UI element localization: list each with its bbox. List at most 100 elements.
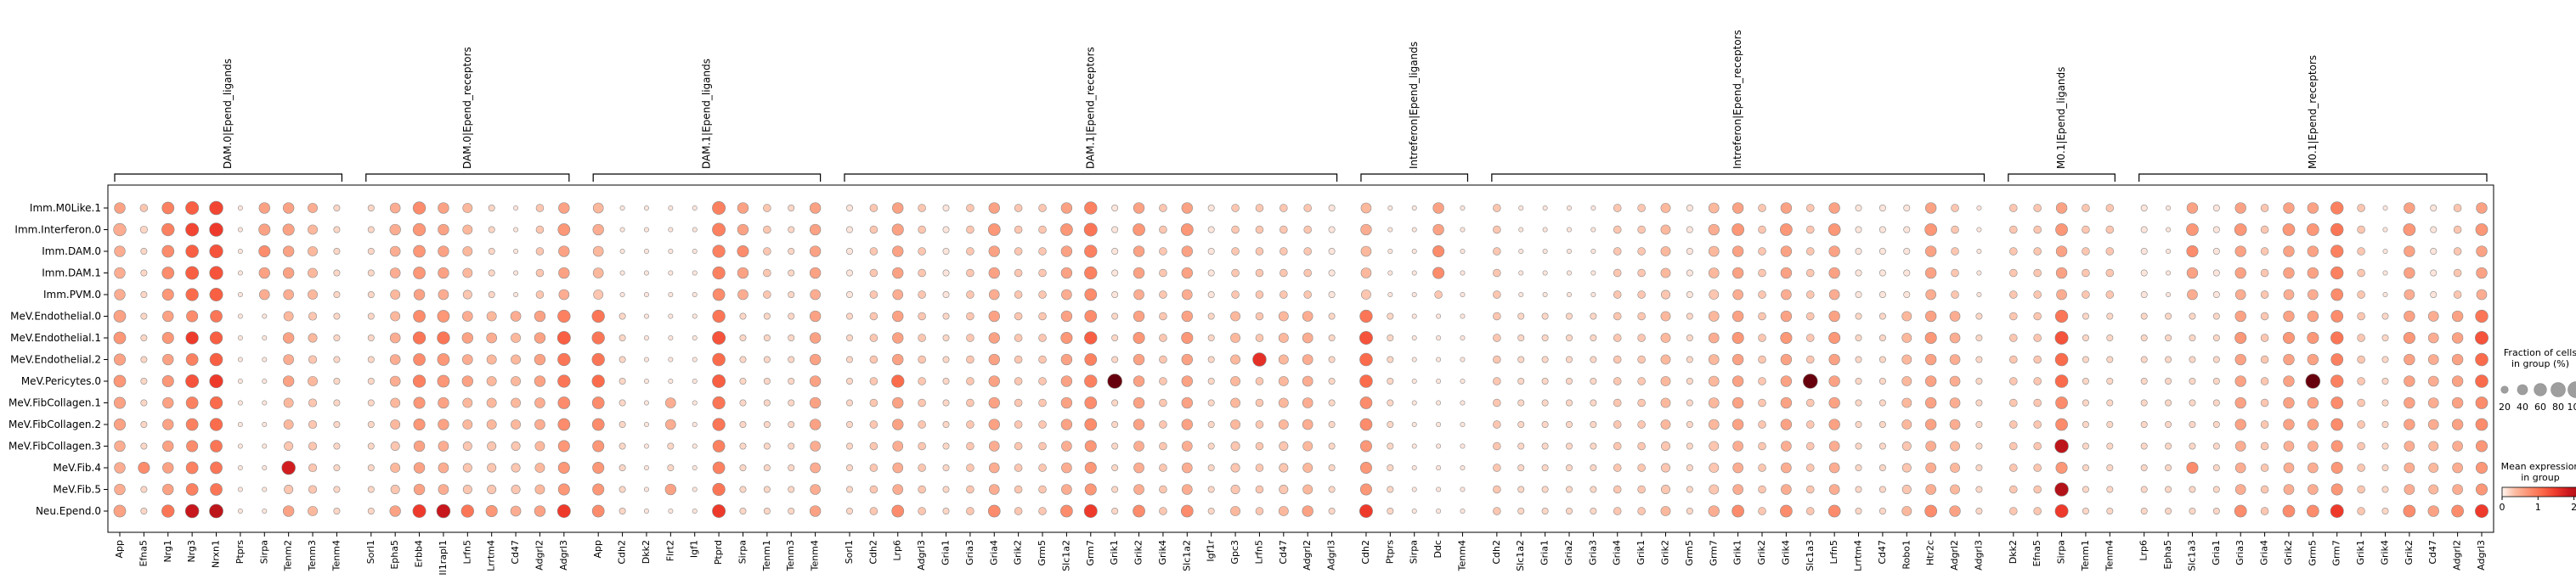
expression-dot — [1255, 290, 1264, 299]
expression-dot — [333, 334, 341, 341]
expression-dot — [1950, 441, 1960, 452]
expression-dot — [534, 441, 545, 452]
expression-dot — [2382, 227, 2388, 233]
gene-label: Grik1 — [1109, 540, 1120, 565]
expression-dot — [2166, 205, 2172, 211]
expression-dot — [1060, 223, 1073, 236]
expression-dot — [2260, 507, 2269, 515]
expression-dot — [619, 486, 626, 493]
expression-dot — [1613, 204, 1622, 212]
expression-dot — [918, 441, 926, 451]
expression-dot — [2234, 441, 2246, 452]
expression-dot — [1460, 486, 1466, 492]
expression-dot — [262, 313, 268, 319]
expression-dot — [2234, 310, 2246, 323]
expression-dot — [258, 245, 271, 258]
expression-dot — [438, 396, 449, 409]
row-label: MeV.Pericytes.0 — [21, 375, 101, 387]
expression-dot — [437, 374, 450, 388]
expression-dot — [1159, 485, 1167, 494]
expression-dot — [668, 379, 674, 384]
expression-dot — [1565, 508, 1573, 514]
expression-dot — [1660, 267, 1671, 278]
expression-dot — [1828, 462, 1840, 474]
expression-dot — [1613, 420, 1622, 429]
expression-dot — [412, 201, 427, 215]
expression-dot — [2282, 223, 2296, 236]
expression-dot — [966, 441, 974, 451]
expression-dot — [1637, 377, 1646, 385]
gene-label: App — [114, 540, 125, 559]
expression-dot — [846, 508, 853, 514]
expression-dot — [1181, 375, 1193, 387]
expression-dot — [869, 507, 878, 515]
expression-dot — [692, 486, 698, 492]
expression-dot — [534, 310, 546, 323]
expression-dot — [918, 485, 926, 494]
expression-dot — [1828, 353, 1840, 366]
expression-dot — [1517, 442, 1525, 450]
gene-label: Grik2 — [2404, 540, 2415, 565]
expression-dot — [2105, 268, 2115, 278]
expression-dot — [534, 375, 546, 387]
expression-dot — [1518, 249, 1524, 254]
expression-dot — [2260, 420, 2269, 429]
expression-dot — [763, 334, 771, 341]
expression-dot — [1060, 310, 1073, 323]
expression-dot — [1181, 484, 1193, 495]
expression-dot — [1565, 356, 1573, 363]
color-legend-tick-label: 0 — [2500, 502, 2505, 513]
expression-dot — [668, 227, 674, 233]
expression-dot — [1731, 267, 1744, 279]
expression-dot — [1731, 310, 1744, 323]
expression-dot — [2165, 334, 2172, 341]
expression-dot — [1387, 508, 1394, 514]
expression-dot — [558, 289, 570, 301]
expression-dot — [2403, 331, 2415, 345]
expression-dot — [1328, 312, 1336, 320]
expression-dot — [1159, 377, 1167, 385]
expression-dot — [2105, 247, 2115, 256]
expression-dot — [438, 267, 449, 279]
expression-dot — [809, 505, 822, 517]
expression-dot — [643, 379, 649, 384]
expression-dot — [511, 484, 521, 494]
expression-dot — [462, 224, 473, 235]
expression-dot — [2428, 484, 2439, 495]
expression-dot — [2106, 508, 2114, 514]
expression-dot — [2451, 419, 2464, 430]
expression-dot — [2054, 482, 2069, 497]
gene-label: Lrrtm4 — [486, 540, 497, 571]
expression-dot — [389, 505, 401, 517]
expression-dot — [591, 331, 605, 345]
expression-dot — [942, 356, 950, 363]
gene-label: Robo1 — [1901, 540, 1912, 570]
expression-dot — [1565, 399, 1573, 407]
expression-dot — [1541, 442, 1549, 450]
color-legend-title: Mean expression — [2501, 461, 2576, 472]
gene-label: Lrp6 — [2138, 540, 2149, 561]
expression-dot — [389, 223, 401, 236]
gene-label: Gria1 — [1539, 540, 1551, 565]
expression-dot — [1975, 356, 1983, 363]
expression-dot — [869, 464, 878, 472]
expression-dot — [592, 461, 605, 475]
expression-dot — [1806, 464, 1815, 472]
expression-dot — [593, 290, 604, 300]
expression-dot — [1758, 355, 1766, 364]
expression-dot — [139, 225, 148, 234]
expression-dot — [140, 312, 148, 320]
expression-dot — [1855, 205, 1862, 211]
expression-dot — [1133, 504, 1145, 518]
expression-dot — [1518, 227, 1524, 233]
expression-dot — [535, 268, 545, 278]
expression-dot — [1590, 270, 1596, 276]
expression-dot — [237, 205, 243, 211]
expression-dot — [2260, 485, 2269, 494]
expression-dot — [1231, 204, 1240, 212]
expression-dot — [1360, 223, 1372, 236]
expression-dot — [262, 509, 268, 514]
gene-label: Grm5 — [2307, 540, 2318, 566]
expression-dot — [692, 335, 698, 340]
expression-dot — [2307, 396, 2319, 409]
